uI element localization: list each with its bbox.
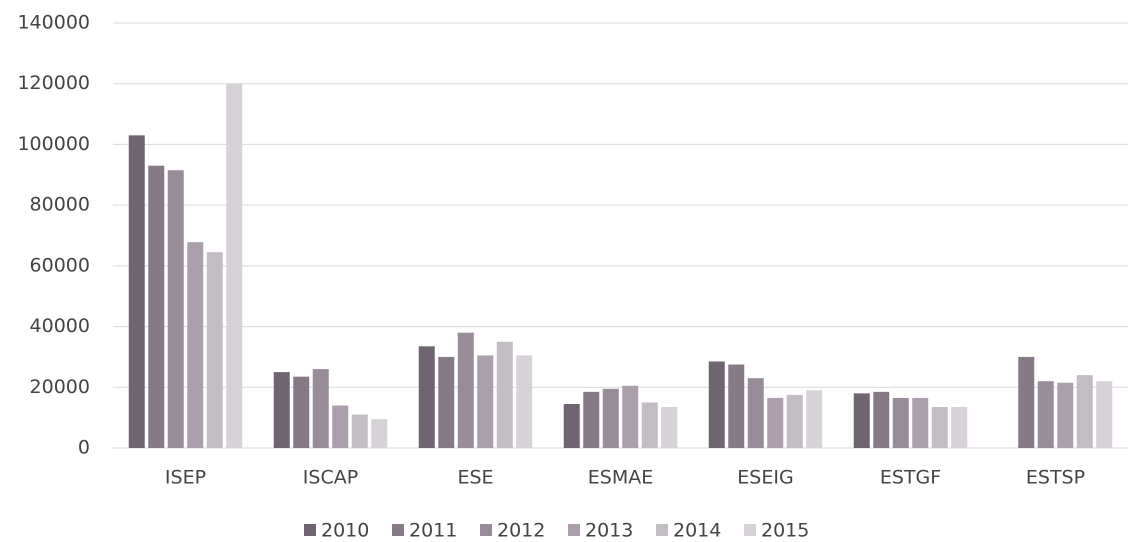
legend-label: 2014: [673, 520, 721, 542]
bar: [602, 388, 619, 448]
x-tick-label: ESTSP: [1026, 467, 1085, 489]
bar: [477, 355, 494, 448]
bar: [1018, 356, 1035, 448]
x-tick-label: ESE: [457, 467, 493, 489]
x-tick-label: ISCAP: [303, 467, 358, 489]
bar: [457, 332, 474, 448]
y-tick-label: 80000: [30, 194, 90, 216]
y-tick-label: 60000: [30, 254, 90, 276]
bar: [1057, 382, 1074, 448]
bar: [622, 385, 639, 448]
x-tick-label: ESEIG: [737, 467, 793, 489]
bar: [951, 407, 968, 448]
bar: [351, 414, 368, 448]
bar: [496, 341, 513, 448]
bar: [226, 83, 243, 448]
bar: [853, 393, 870, 448]
bar: [583, 391, 600, 448]
y-tick-label: 0: [78, 437, 90, 459]
x-tick-label: ISEP: [165, 467, 206, 489]
bar: [892, 397, 909, 448]
bar: [371, 419, 388, 448]
bar: [1096, 381, 1113, 448]
bar: [912, 397, 929, 448]
bar: [1076, 375, 1093, 448]
y-tick-label: 120000: [17, 72, 90, 94]
bar: [206, 252, 223, 448]
bar: [563, 403, 580, 448]
legend-label: 2010: [321, 520, 369, 542]
bar: [148, 165, 165, 448]
bar: [1037, 381, 1054, 448]
bar: [438, 356, 455, 448]
bar: [767, 397, 784, 448]
bar: [516, 355, 533, 448]
legend-label: 2015: [761, 520, 809, 542]
bar: [786, 394, 803, 448]
legend-swatch: [392, 524, 404, 536]
bar: [806, 390, 823, 448]
legend-swatch: [480, 524, 492, 536]
bar: [708, 361, 725, 448]
bar: [312, 369, 329, 448]
bar: [418, 346, 435, 448]
y-tick-label: 40000: [30, 315, 90, 337]
bar: [661, 407, 678, 448]
y-tick-label: 20000: [30, 376, 90, 398]
bar: [873, 391, 890, 448]
bar: [931, 407, 948, 448]
y-tick-label: 140000: [17, 12, 90, 34]
x-tick-label: ESTGF: [880, 467, 941, 489]
legend-swatch: [568, 524, 580, 536]
bar: [167, 170, 184, 448]
y-tick-label: 100000: [17, 133, 90, 155]
legend-label: 2013: [585, 520, 633, 542]
bar: [187, 242, 204, 448]
legend-label: 2012: [497, 520, 545, 542]
bar: [273, 372, 290, 448]
bar: [747, 378, 764, 448]
bar: [641, 402, 658, 448]
x-tick-label: ESMAE: [588, 467, 653, 489]
legend-swatch: [656, 524, 668, 536]
bar: [128, 135, 145, 449]
bar: [332, 405, 349, 448]
bar: [293, 376, 310, 448]
legend-swatch: [304, 524, 316, 536]
legend-label: 2011: [409, 520, 457, 542]
legend-swatch: [744, 524, 756, 536]
bar: [728, 364, 745, 448]
